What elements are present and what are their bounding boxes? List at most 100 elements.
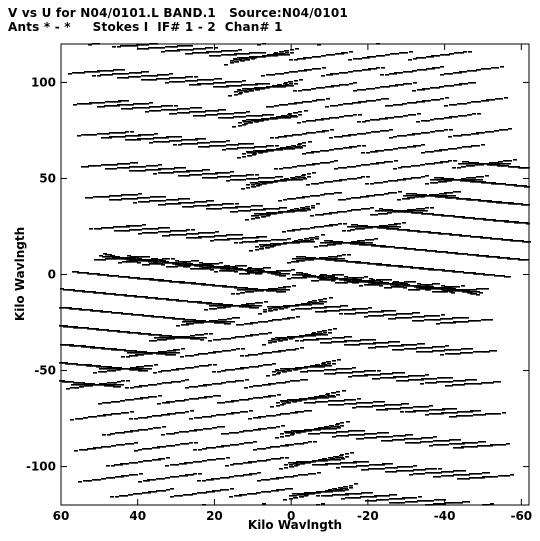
uv-point bbox=[262, 43, 266, 45]
uv-point bbox=[389, 117, 393, 119]
uv-point bbox=[373, 468, 377, 470]
uv-point bbox=[185, 108, 189, 110]
uv-point bbox=[302, 101, 306, 103]
uv-point bbox=[263, 384, 267, 386]
uv-point bbox=[334, 168, 338, 170]
uv-point bbox=[449, 412, 453, 414]
uv-point bbox=[411, 209, 415, 211]
uv-point bbox=[225, 465, 229, 467]
uv-point bbox=[462, 474, 466, 476]
uv-point bbox=[279, 207, 283, 209]
uv-point bbox=[101, 227, 105, 229]
uv-point bbox=[262, 177, 266, 179]
uv-point bbox=[189, 206, 193, 208]
uv-point bbox=[147, 259, 151, 261]
uv-point bbox=[453, 148, 457, 150]
uv-point bbox=[329, 432, 333, 434]
uv-point bbox=[157, 106, 161, 108]
uv-point bbox=[385, 436, 389, 438]
uv-point bbox=[194, 417, 198, 419]
uv-point bbox=[249, 473, 253, 475]
uv-point bbox=[173, 349, 177, 351]
uv-point bbox=[430, 468, 434, 470]
uv-point bbox=[323, 213, 327, 215]
uv-point bbox=[267, 396, 271, 398]
uv-point bbox=[266, 74, 270, 76]
uv-point bbox=[282, 231, 286, 233]
uv-point bbox=[202, 236, 206, 238]
uv-point bbox=[241, 84, 245, 86]
uv-point bbox=[84, 103, 88, 105]
uv-point bbox=[421, 441, 425, 443]
uv-point bbox=[294, 112, 298, 114]
uv-point bbox=[343, 103, 347, 105]
uv-point bbox=[319, 182, 323, 184]
uv-point bbox=[353, 371, 357, 373]
uv-point bbox=[213, 208, 217, 210]
uv-point bbox=[227, 338, 231, 340]
uv-point bbox=[440, 161, 444, 163]
uv-point bbox=[302, 89, 306, 91]
uv-point bbox=[380, 283, 384, 285]
uv-point bbox=[262, 114, 266, 116]
uv-point bbox=[193, 237, 197, 239]
uv-point bbox=[452, 104, 456, 106]
uv-point bbox=[398, 404, 402, 406]
uv-point bbox=[186, 323, 190, 325]
uv-point bbox=[478, 414, 482, 416]
uv-point bbox=[339, 84, 343, 86]
uv-point bbox=[182, 175, 186, 177]
uv-point bbox=[299, 179, 303, 181]
uv-point bbox=[324, 150, 328, 152]
uv-point bbox=[340, 274, 344, 276]
uv-point bbox=[343, 179, 347, 181]
uv-point bbox=[490, 99, 494, 101]
uv-point bbox=[343, 223, 347, 225]
uv-point bbox=[290, 49, 294, 51]
uv-point bbox=[465, 321, 469, 323]
uv-point bbox=[361, 152, 365, 154]
uv-point bbox=[221, 145, 225, 147]
uv-point bbox=[392, 211, 396, 213]
uv-point bbox=[324, 193, 328, 195]
uv-point bbox=[158, 196, 162, 198]
uv-point bbox=[249, 122, 253, 124]
uv-point bbox=[105, 101, 109, 103]
uv-point bbox=[343, 147, 347, 149]
uv-point bbox=[198, 146, 202, 148]
uv-point bbox=[476, 132, 480, 134]
uv-point bbox=[209, 396, 213, 398]
uv-point bbox=[250, 322, 254, 324]
uv-point bbox=[288, 336, 292, 338]
uv-point bbox=[470, 477, 474, 479]
uv-point bbox=[262, 150, 266, 152]
uv-point bbox=[325, 118, 329, 120]
uv-point bbox=[361, 176, 365, 178]
uv-point bbox=[142, 228, 146, 230]
uv-point bbox=[277, 382, 281, 384]
uv-point bbox=[93, 196, 97, 198]
uv-point bbox=[313, 429, 317, 431]
uv-point bbox=[169, 203, 173, 205]
uv-point bbox=[292, 305, 296, 307]
uv-point bbox=[222, 149, 226, 151]
uv-point bbox=[450, 475, 454, 477]
uv-point bbox=[297, 176, 301, 178]
uv-point bbox=[411, 165, 415, 167]
uv-point bbox=[246, 111, 250, 113]
uv-point bbox=[433, 346, 437, 348]
uv-point bbox=[336, 404, 340, 406]
uv-point bbox=[430, 182, 434, 184]
uv-point bbox=[258, 209, 262, 211]
uv-point bbox=[349, 462, 353, 464]
uv-point bbox=[295, 208, 299, 210]
uv-point bbox=[242, 112, 246, 114]
uv-point bbox=[97, 106, 101, 108]
uv-point bbox=[357, 145, 361, 147]
uv-point bbox=[156, 78, 160, 80]
uv-point bbox=[280, 433, 284, 435]
uv-point bbox=[260, 151, 264, 153]
uv-point bbox=[270, 145, 274, 147]
uv-point bbox=[144, 417, 148, 419]
